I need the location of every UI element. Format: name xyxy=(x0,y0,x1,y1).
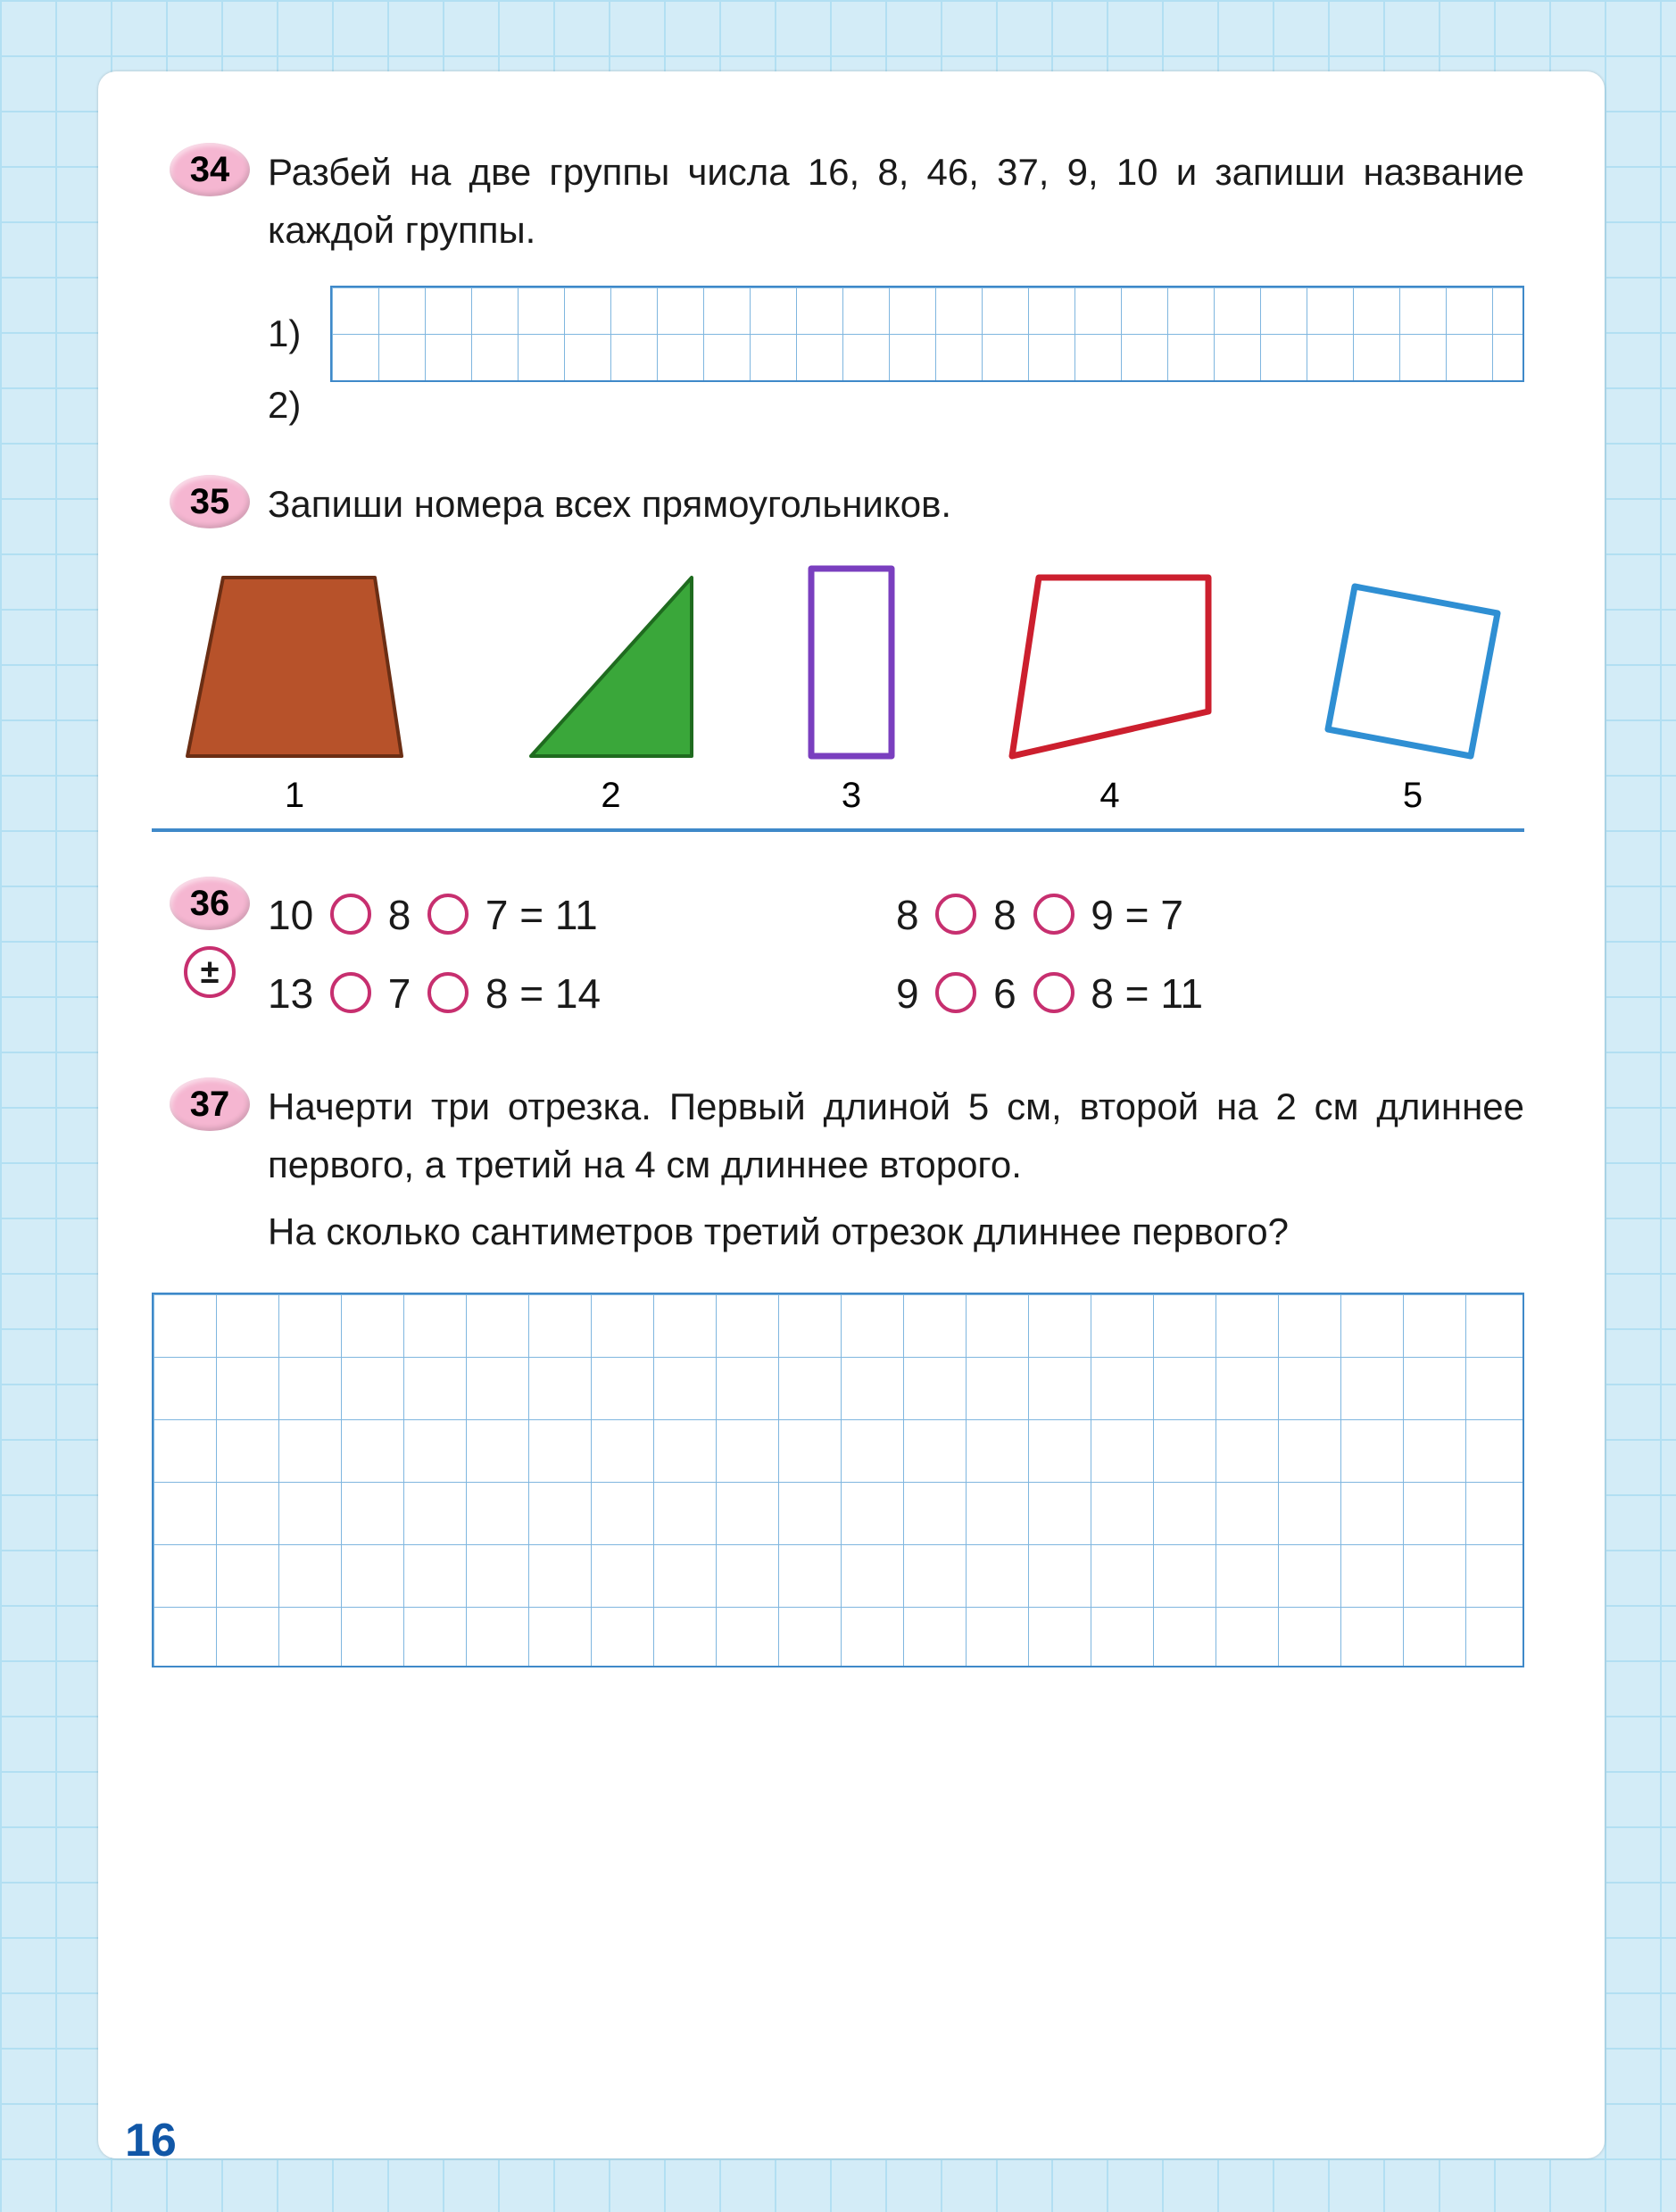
equation: 9 6 8 = 11 xyxy=(896,955,1524,1033)
exercise-badge-35: 35 xyxy=(170,475,250,528)
square-rotated-icon xyxy=(1319,578,1506,765)
exercise-badge-37: 37 xyxy=(170,1077,250,1131)
trapezoid-icon xyxy=(170,569,419,765)
shape-5: 5 xyxy=(1319,578,1506,816)
shape-4: 4 xyxy=(1003,569,1217,816)
operator-circle[interactable] xyxy=(427,894,469,935)
exercise-37-prompt: Начерти три отрезка. Первый длиной 5 см,… xyxy=(268,1077,1524,1193)
page-content: 34 Разбей на две группы числа 16, 8, 46,… xyxy=(98,71,1605,2158)
ex34-row1-label: 1) xyxy=(268,312,330,355)
ex35-answer-grid[interactable] xyxy=(152,828,1524,832)
shape-label: 3 xyxy=(842,776,861,816)
equation: 10 8 7 = 11 xyxy=(268,877,896,954)
quadrilateral-icon xyxy=(1003,569,1217,765)
exercise-37: 37 Начерти три отрезка. Первый длиной 5 … xyxy=(152,1077,1524,1667)
exercise-36: 36 ± 10 8 7 = 1113 7 8 = 148 8 9 = 79 6 … xyxy=(152,877,1524,1033)
ex37-drawing-grid[interactable] xyxy=(152,1293,1524,1667)
shape-3: 3 xyxy=(802,560,900,816)
shape-label: 2 xyxy=(601,776,620,816)
shape-label: 4 xyxy=(1099,776,1119,816)
exercise-37-question: На сколько сантиметров третий отрезок дл… xyxy=(268,1202,1524,1260)
page-frame: 34 Разбей на две группы числа 16, 8, 46,… xyxy=(0,0,1676,2212)
exercise-badge-36: 36 xyxy=(170,877,250,930)
shape-2: 2 xyxy=(522,569,701,816)
exercise-34: 34 Разбей на две группы числа 16, 8, 46,… xyxy=(152,143,1524,430)
page-number: 16 xyxy=(125,2114,177,2167)
ex36-left-column: 10 8 7 = 1113 7 8 = 14 xyxy=(268,877,896,1033)
ex34-answer-grid[interactable] xyxy=(330,286,1524,382)
operator-circle[interactable] xyxy=(1033,972,1074,1013)
operator-circle[interactable] xyxy=(427,972,469,1013)
operator-circle[interactable] xyxy=(935,972,976,1013)
ex36-right-column: 8 8 9 = 79 6 8 = 11 xyxy=(896,877,1524,1033)
equation: 8 8 9 = 7 xyxy=(896,877,1524,954)
exercise-34-prompt: Разбей на две группы числа 16, 8, 46, 37… xyxy=(268,143,1524,259)
operator-circle[interactable] xyxy=(330,894,371,935)
ex34-row2-label: 2) xyxy=(268,384,330,427)
operator-circle[interactable] xyxy=(1033,894,1074,935)
equation: 13 7 8 = 14 xyxy=(268,955,896,1033)
rectangle-icon xyxy=(802,560,900,765)
operator-circle[interactable] xyxy=(330,972,371,1013)
plus-minus-icon: ± xyxy=(184,946,236,998)
shape-label: 1 xyxy=(285,776,304,816)
triangle-icon xyxy=(522,569,701,765)
exercise-badge-34: 34 xyxy=(170,143,250,196)
shapes-row: 1 2 3 4 5 xyxy=(152,560,1524,816)
shape-label: 5 xyxy=(1403,776,1423,816)
exercise-35: 35 Запиши номера всех прямоугольников. 1… xyxy=(152,475,1524,832)
shape-1: 1 xyxy=(170,569,419,816)
operator-circle[interactable] xyxy=(935,894,976,935)
exercise-35-prompt: Запиши номера всех прямоугольников. xyxy=(268,475,1524,533)
